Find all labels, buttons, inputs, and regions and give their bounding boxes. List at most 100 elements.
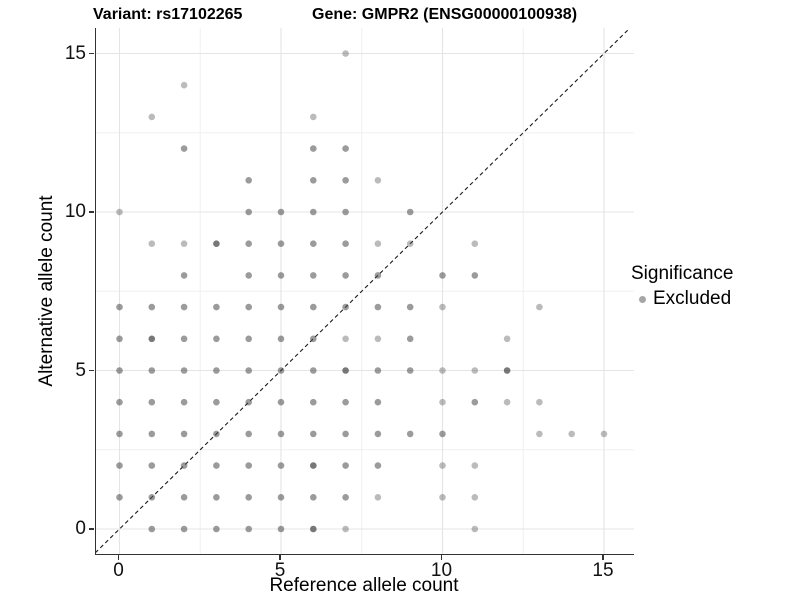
data-point: [148, 494, 156, 501]
data-point: [213, 462, 220, 469]
data-point: [536, 303, 543, 311]
data-point: [180, 462, 188, 469]
data-point: [342, 462, 349, 469]
data-point: [116, 462, 123, 469]
x-tick-mark: [440, 555, 443, 560]
legend-item-excluded: Excluded: [631, 288, 733, 310]
data-point: [471, 525, 479, 533]
data-point: [277, 430, 285, 438]
data-point: [406, 303, 414, 311]
data-point: [148, 462, 156, 469]
data-point: [374, 462, 382, 469]
data-point: [310, 272, 317, 279]
data-point: [180, 494, 188, 501]
data-point: [310, 208, 317, 216]
data-point: [310, 430, 317, 438]
data-point: [342, 494, 349, 501]
data-point: [245, 494, 252, 501]
data-point: [310, 303, 317, 311]
data-point: [342, 272, 349, 279]
data-point: [406, 335, 414, 343]
data-point: [277, 525, 285, 533]
legend-item-label: Excluded: [653, 288, 732, 309]
data-point: [148, 525, 156, 533]
data-point: [536, 398, 543, 406]
data-point: [277, 367, 285, 374]
data-point: [406, 367, 414, 374]
x-tick-mark: [279, 555, 281, 560]
data-point: [310, 335, 317, 343]
data-point: [148, 303, 156, 311]
data-point: [180, 335, 188, 343]
y-tick-mark: [89, 211, 94, 213]
data-point: [245, 430, 252, 438]
data-point: [245, 335, 252, 343]
data-point: [277, 335, 285, 343]
data-point: [310, 240, 317, 247]
data-point: [277, 398, 285, 406]
data-point: [439, 462, 446, 469]
data-point: [439, 494, 446, 501]
data-point: [342, 398, 349, 406]
data-point: [471, 462, 479, 469]
data-point: [277, 303, 285, 311]
data-point: [245, 240, 252, 247]
data-point: [568, 430, 575, 438]
data-point: [439, 430, 446, 438]
legend: Significance Excluded: [631, 263, 733, 310]
data-point: [310, 145, 317, 152]
data-point: [374, 335, 382, 343]
data-point: [277, 240, 285, 247]
data-point: [406, 208, 414, 216]
data-point: [180, 81, 188, 89]
data-point: [310, 398, 317, 406]
data-point: [342, 430, 349, 438]
data-point: [503, 335, 511, 343]
x-tick-label: 0: [113, 560, 124, 581]
data-point: [310, 494, 317, 501]
data-point: [148, 398, 156, 406]
data-point: [180, 145, 188, 152]
x-tick-label: 15: [592, 560, 614, 581]
data-point: [536, 430, 543, 438]
excluded-point-icon: [639, 295, 646, 303]
data-point: [277, 494, 285, 501]
identity-line: [96, 28, 631, 553]
data-point: [213, 303, 220, 311]
data-point: [213, 335, 220, 343]
data-point: [213, 494, 220, 501]
data-point: [342, 177, 349, 184]
data-point: [471, 272, 479, 279]
y-tick-mark: [89, 528, 94, 530]
data-point: [310, 525, 317, 533]
data-point: [342, 50, 349, 57]
data-point: [116, 494, 123, 501]
data-point: [439, 272, 446, 279]
data-point: [116, 303, 123, 311]
data-point: [148, 430, 156, 438]
x-tick-mark: [602, 555, 604, 560]
y-axis-title: Alternative allele count: [36, 195, 57, 387]
data-point: [342, 240, 349, 247]
data-point: [245, 462, 252, 469]
data-point: [148, 240, 156, 247]
data-point: [374, 303, 382, 311]
y-tick-label: 10: [64, 201, 86, 222]
data-point: [342, 303, 349, 311]
data-point: [213, 240, 220, 247]
data-point: [180, 367, 188, 374]
data-point: [213, 367, 220, 374]
data-point: [148, 367, 156, 374]
y-tick-label: 5: [75, 359, 86, 381]
data-point: [277, 208, 285, 216]
data-point: [245, 398, 252, 406]
data-point: [213, 398, 220, 406]
x-tick-label: 10: [430, 560, 453, 581]
data-point: [213, 525, 220, 533]
data-point: [310, 367, 317, 374]
data-point: [148, 335, 156, 343]
data-point: [277, 462, 285, 469]
plot-title-gene: Gene: GMPR2 (ENSG00000100938): [312, 6, 578, 23]
data-point: [180, 398, 188, 406]
data-point: [503, 398, 511, 406]
